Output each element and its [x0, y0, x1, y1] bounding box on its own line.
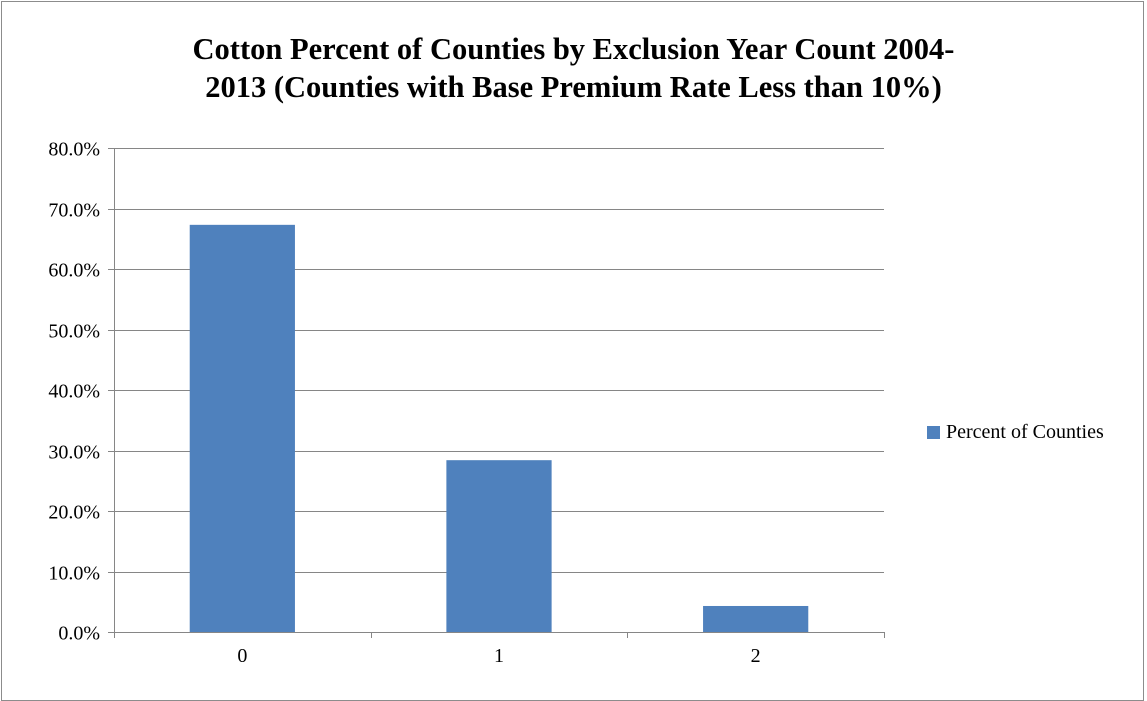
y-tick-label: 30.0%: [48, 442, 100, 464]
y-tick-label: 50.0%: [48, 321, 100, 343]
chart-title-line-2: 2013 (Counties with Base Premium Rate Le…: [205, 70, 942, 104]
bar: [189, 224, 295, 632]
bar: [446, 460, 552, 632]
bars: [189, 224, 809, 632]
y-tick-label: 70.0%: [48, 200, 100, 222]
x-tick-label: 0: [237, 645, 247, 667]
chart-title: Cotton Percent of Counties by Exclusion …: [0, 30, 1147, 106]
y-tick-label: 10.0%: [48, 563, 100, 585]
x-tick-label: 2: [751, 645, 761, 667]
x-tick-labels: 0 1 2: [237, 645, 760, 667]
y-tick-label: 60.0%: [48, 260, 100, 282]
legend-swatch: [927, 426, 940, 439]
x-tick-label: 1: [494, 645, 504, 667]
axes: [114, 148, 885, 638]
y-tick-label: 40.0%: [48, 381, 100, 403]
chart-title-line-1: Cotton Percent of Counties by Exclusion …: [192, 32, 955, 66]
bar: [703, 605, 809, 632]
y-tick-labels: 0.0% 10.0% 20.0% 30.0% 40.0% 50.0% 60.0% 70.0% 8…: [48, 139, 100, 645]
y-tick-label: 80.0%: [48, 139, 100, 161]
legend: Percent of Counties: [927, 421, 1104, 444]
y-tick-label: 0.0%: [58, 623, 100, 645]
y-tick-label: 20.0%: [48, 502, 100, 524]
legend-label: Percent of Counties: [946, 421, 1104, 443]
